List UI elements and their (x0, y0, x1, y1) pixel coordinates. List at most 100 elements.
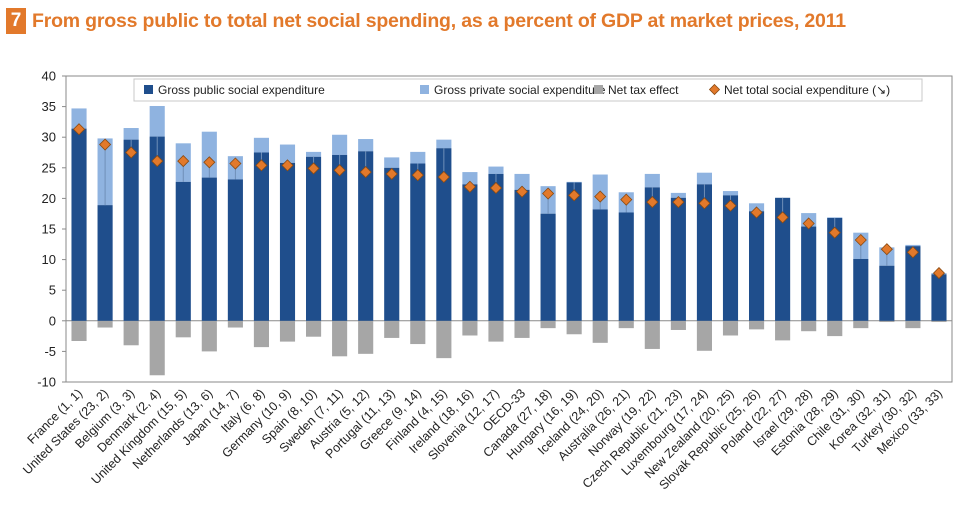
legend-label: Net tax effect (608, 83, 679, 97)
net-tax-bar (853, 320, 869, 329)
y-tick-label: 5 (49, 283, 56, 298)
gross-public-bar (853, 258, 869, 321)
net-total-marker (125, 146, 138, 159)
net-total-marker (594, 190, 607, 203)
net-tax-bar (488, 320, 504, 342)
net-total-marker (151, 155, 164, 168)
net-tax-bar (227, 320, 243, 328)
gross-public-bar (566, 182, 582, 321)
net-total-marker (489, 181, 503, 195)
gross-private-bar (696, 172, 712, 185)
net-total-marker (177, 155, 190, 168)
net-total-marker (568, 189, 581, 202)
net-total-marker (385, 167, 398, 180)
gross-public-bar (879, 265, 895, 321)
net-tax-bar (410, 320, 426, 345)
net-tax-bar (332, 320, 348, 357)
gross-public-bar (227, 179, 243, 321)
gross-public-bar (253, 152, 269, 321)
net-total-marker (333, 164, 346, 177)
net-tax-bar (306, 320, 322, 337)
gross-public-bar (931, 274, 947, 321)
y-tick-label: -10 (37, 375, 56, 390)
legend-swatch (420, 85, 429, 94)
y-tick-label: 10 (42, 252, 56, 267)
net-tax-bar (905, 320, 921, 329)
gross-private-bar (332, 134, 348, 155)
gross-public-bar (97, 205, 113, 321)
gross-public-bar (801, 226, 817, 321)
net-total-marker (411, 169, 424, 182)
net-tax-bar (618, 320, 634, 329)
net-tax-bar (462, 320, 478, 336)
gross-private-bar (71, 108, 87, 129)
net-tax-bar (879, 320, 895, 323)
gross-public-bar (696, 184, 712, 321)
net-total-marker (932, 266, 946, 280)
net-tax-bar (358, 320, 374, 354)
net-total-marker (776, 211, 789, 224)
gross-public-bar (306, 156, 322, 321)
legend-box (133, 78, 923, 102)
gross-private-bar (358, 139, 374, 152)
gross-public-bar (332, 154, 348, 321)
gross-public-bar (201, 177, 217, 321)
gross-public-bar (722, 195, 739, 321)
net-total-marker (906, 246, 919, 259)
gross-private-bar (488, 166, 504, 174)
net-tax-bar (722, 320, 739, 336)
legend-swatch (144, 85, 153, 94)
gross-private-bar (566, 181, 582, 183)
net-total-marker (281, 159, 294, 172)
net-tax-bar (279, 320, 296, 342)
gross-private-bar (514, 173, 530, 190)
net-total-marker (229, 157, 242, 170)
gross-public-bar (410, 163, 426, 321)
gross-public-bar (358, 151, 374, 321)
net-total-marker (542, 187, 555, 200)
gross-public-bar (618, 212, 634, 321)
gross-private-bar (905, 244, 921, 247)
net-tax-bar (71, 320, 87, 341)
gross-private-bar (201, 131, 217, 178)
gross-public-bar (644, 187, 660, 321)
gross-private-bar (253, 137, 269, 153)
y-tick-label: -5 (44, 344, 56, 359)
net-tax-bar (97, 320, 113, 328)
gross-public-bar (384, 167, 400, 321)
gross-public-bar (670, 197, 686, 321)
gross-private-bar (149, 105, 165, 137)
net-total-marker (307, 162, 320, 175)
net-tax-bar (801, 320, 817, 332)
net-total-marker (203, 156, 216, 169)
net-total-marker (463, 180, 476, 193)
gross-private-bar (462, 172, 478, 185)
net-tax-bar (436, 320, 452, 359)
net-tax-bar (201, 320, 217, 352)
gross-public-bar (488, 173, 504, 321)
net-tax-bar (644, 320, 660, 349)
legend-marker (708, 83, 721, 96)
net-total-marker (854, 233, 867, 247)
net-total-marker (437, 170, 450, 184)
gross-private-bar (827, 217, 843, 218)
y-tick-label: 0 (49, 313, 56, 328)
gross-public-bar (175, 181, 191, 321)
gross-private-bar (123, 128, 139, 140)
net-total-marker (72, 123, 86, 136)
y-tick-label: 30 (42, 130, 56, 145)
gross-public-bar (123, 139, 139, 321)
gross-public-bar (827, 217, 843, 321)
figure-title: From gross public to total net social sp… (32, 9, 846, 32)
gross-private-bar (436, 139, 452, 149)
gross-public-bar (775, 197, 791, 321)
gross-public-bar (436, 148, 452, 321)
y-tick-label: 20 (42, 191, 56, 206)
net-total-marker (880, 243, 893, 256)
legend-swatch (594, 85, 603, 94)
net-total-marker (99, 138, 112, 151)
gross-public-bar (71, 128, 87, 321)
net-tax-bar (931, 320, 947, 323)
net-tax-bar (540, 320, 556, 329)
